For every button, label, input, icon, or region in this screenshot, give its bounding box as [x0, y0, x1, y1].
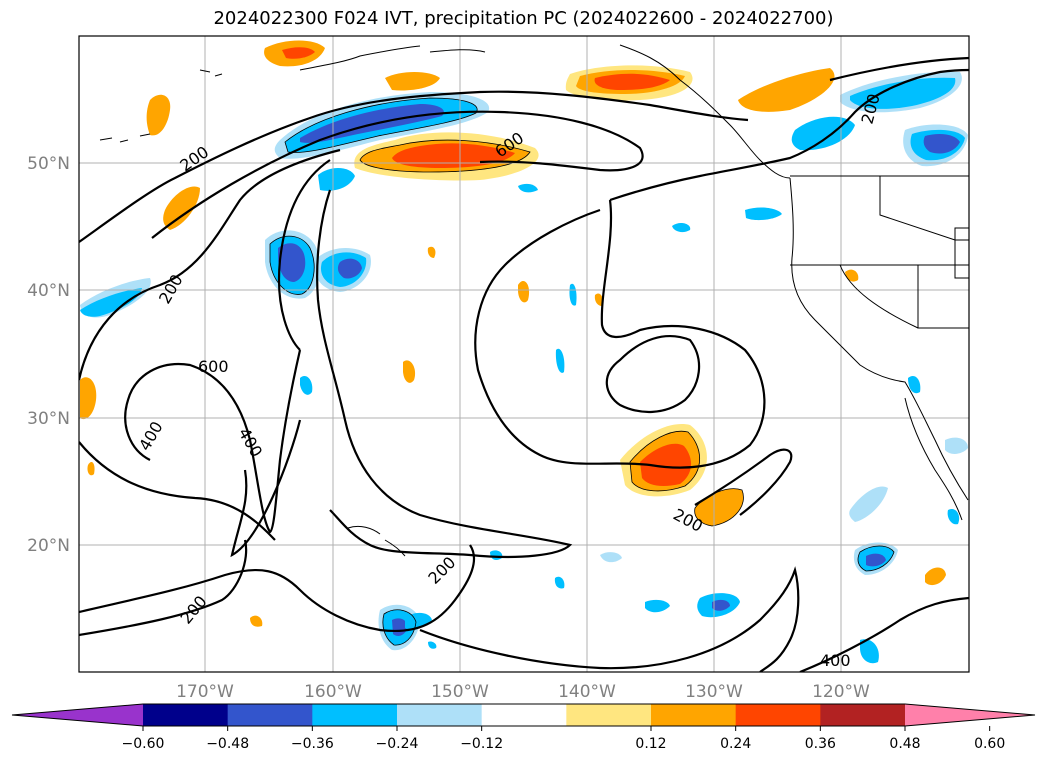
colorbar-tick-label: 0.60	[974, 736, 1005, 752]
chart-title: 2024022300 F024 IVT, precipitation PC (2…	[213, 8, 834, 29]
lon-tick-labels: 170°W 160°W 150°W 140°W 130°W 120°W	[176, 682, 870, 702]
colorbar-extend-low	[12, 704, 143, 726]
lon-tick-label: 160°W	[304, 682, 362, 702]
contour-label-600: 600	[198, 357, 229, 376]
map-frame	[78, 35, 970, 673]
lat-tick-label: 20°N	[27, 536, 70, 556]
precip-outline	[269, 97, 895, 646]
gridlines	[79, 36, 969, 672]
lat-tick-labels: 50°N 40°N 30°N 20°N	[27, 154, 70, 556]
colorbar-tick-label: 0.48	[889, 736, 920, 752]
colorbar-tick-label: −0.48	[206, 736, 249, 752]
lon-tick-label: 150°W	[431, 682, 489, 702]
colorbar: −0.60 −0.48 −0.36 −0.24 −0.12 0.12 0.24 0.36 0.4…	[11, 703, 1036, 752]
colorbar-segment	[227, 704, 313, 726]
colorbar-segment	[397, 704, 483, 726]
colorbar-segment	[820, 704, 906, 726]
colorbar-segment	[312, 704, 398, 726]
colorbar-segment	[143, 704, 229, 726]
colorbar-tick-label: −0.12	[460, 736, 503, 752]
lon-tick-label: 120°W	[812, 682, 870, 702]
contour-label-400: 400	[820, 651, 851, 670]
colorbar-extend-high	[905, 704, 1035, 726]
colorbar-segment	[566, 704, 652, 726]
colorbar-tick-label: 0.36	[805, 736, 836, 752]
colorbar-tick-label: 0.12	[635, 736, 666, 752]
colorbar-segment	[651, 704, 737, 726]
colorbar-tick-label: −0.24	[376, 736, 419, 752]
colorbar-tick-label: −0.36	[291, 736, 334, 752]
lat-tick-label: 40°N	[27, 281, 70, 301]
lat-tick-label: 30°N	[27, 409, 70, 429]
colorbar-segment	[735, 704, 821, 726]
lon-tick-label: 170°W	[176, 682, 234, 702]
lon-tick-label: 140°W	[558, 682, 616, 702]
colorbar-tick-label: −0.60	[122, 736, 165, 752]
lat-tick-label: 50°N	[27, 154, 70, 174]
lon-tick-label: 130°W	[685, 682, 743, 702]
colorbar-tick-label: 0.24	[720, 736, 751, 752]
precip-positive-shading	[80, 40, 946, 627]
ivt-contours	[79, 56, 969, 672]
colorbar-segment	[481, 704, 567, 726]
coastlines	[99, 44, 969, 557]
